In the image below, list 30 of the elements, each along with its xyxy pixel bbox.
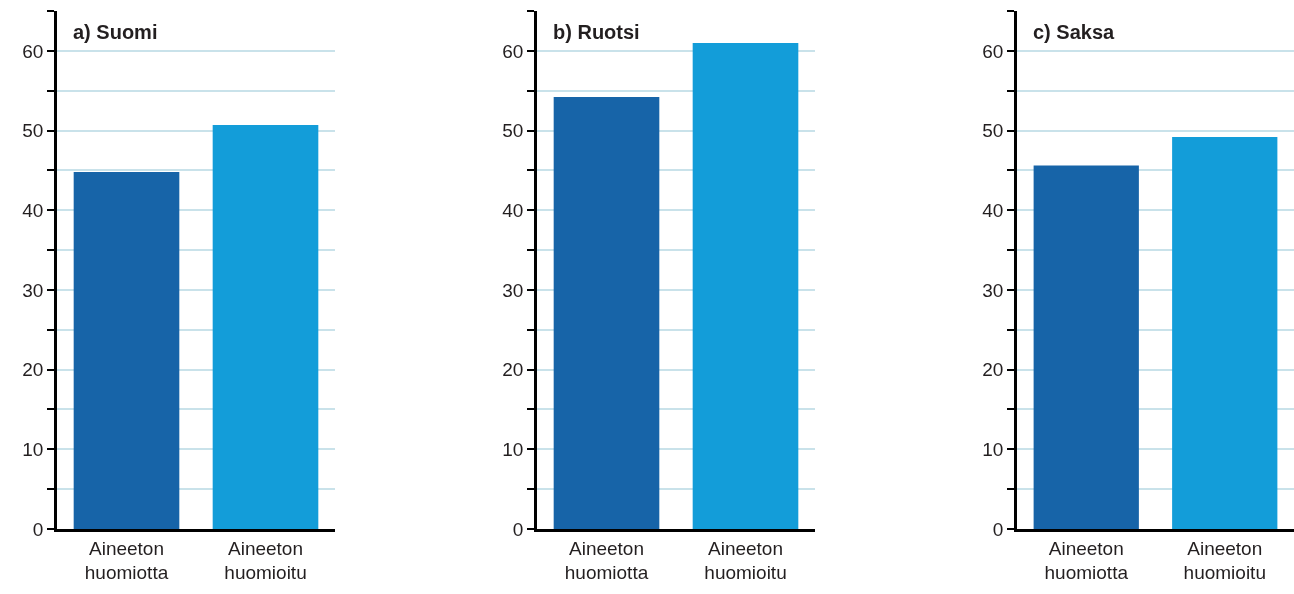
y-tick-label: 60 xyxy=(22,40,44,62)
y-tick-label: 20 xyxy=(982,359,1004,381)
text: b) Ruotsi xyxy=(553,21,640,43)
y-tick-label: 10 xyxy=(982,438,1004,460)
text: a) Suomi xyxy=(73,21,158,43)
x-tick-label: Aineeton huomiotta xyxy=(1044,537,1129,584)
y-tick-label: 0 xyxy=(32,518,44,540)
x-tick-label: Aineeton huomioitu xyxy=(1183,537,1266,584)
y-tick-label: 10 xyxy=(22,438,44,460)
y-tick-label: 10 xyxy=(502,438,524,460)
y-tick-label: 60 xyxy=(502,40,524,62)
y-tick-label: 50 xyxy=(982,120,1004,142)
y-tick-label: 30 xyxy=(22,279,44,301)
y-tick-label: 50 xyxy=(22,120,44,142)
y-tick-label: 60 xyxy=(982,40,1004,62)
y-tick-label: 50 xyxy=(502,120,524,142)
y-tick-label: 20 xyxy=(22,359,44,381)
x-tick-label: Aineeton huomioitu xyxy=(224,537,307,584)
y-tick-label: 40 xyxy=(982,199,1004,221)
y-tick-label: 40 xyxy=(502,199,524,221)
y-tick-label: 0 xyxy=(992,518,1004,540)
x-tick-label: Aineeton huomiotta xyxy=(564,537,649,584)
text: c) Saksa xyxy=(1033,21,1116,43)
x-tick-label: Aineeton huomioitu xyxy=(704,537,787,584)
y-tick-label: 20 xyxy=(502,359,524,381)
y-tick-label: 40 xyxy=(22,199,44,221)
y-tick-label: 30 xyxy=(982,279,1004,301)
y-tick-label: 30 xyxy=(502,279,524,301)
y-tick-label: 0 xyxy=(512,518,524,540)
x-tick-label: Aineeton huomiotta xyxy=(84,537,169,584)
